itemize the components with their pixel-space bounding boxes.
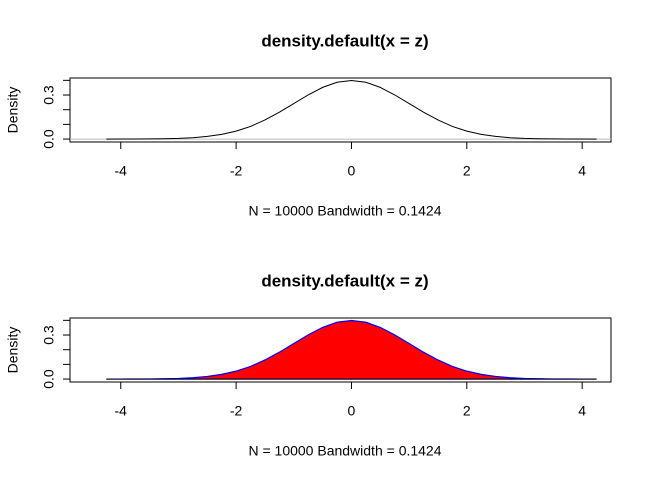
plot-box [69,77,612,143]
x-axis-label: N = 10000 Bandwidth = 0.1424 [248,443,441,459]
chart: density.default(x = z) N = 10000 Bandwidt… [5,271,612,459]
y-tick-label: 0.3 [41,325,57,345]
y-tick-label: 0.0 [41,369,57,389]
density-line [106,79,597,140]
x-tick-label: -4 [115,163,128,179]
x-tick-label: 2 [463,163,471,179]
x-axis-label: N = 10000 Bandwidth = 0.1424 [248,203,441,219]
chart-title: density.default(x = z) [261,271,428,290]
y-axis-label: Density [5,87,21,134]
x-tick-label: 0 [348,163,356,179]
x-tick-label: 2 [463,403,471,419]
chart-title: density.default(x = z) [261,31,428,50]
x-tick-label: 4 [578,403,586,419]
chart: density.default(x = z) N = 10000 Bandwidt… [5,31,612,219]
density-area [106,319,597,380]
y-axis-label: Density [5,327,21,374]
x-tick-label: 0 [348,403,356,419]
x-tick-label: -2 [230,403,243,419]
x-tick-label: -4 [115,403,128,419]
y-tick-label: 0.3 [41,85,57,105]
x-tick-label: -2 [230,163,243,179]
y-tick-label: 0.0 [41,129,57,149]
plot-box [69,317,612,383]
x-tick-label: 4 [578,163,586,179]
